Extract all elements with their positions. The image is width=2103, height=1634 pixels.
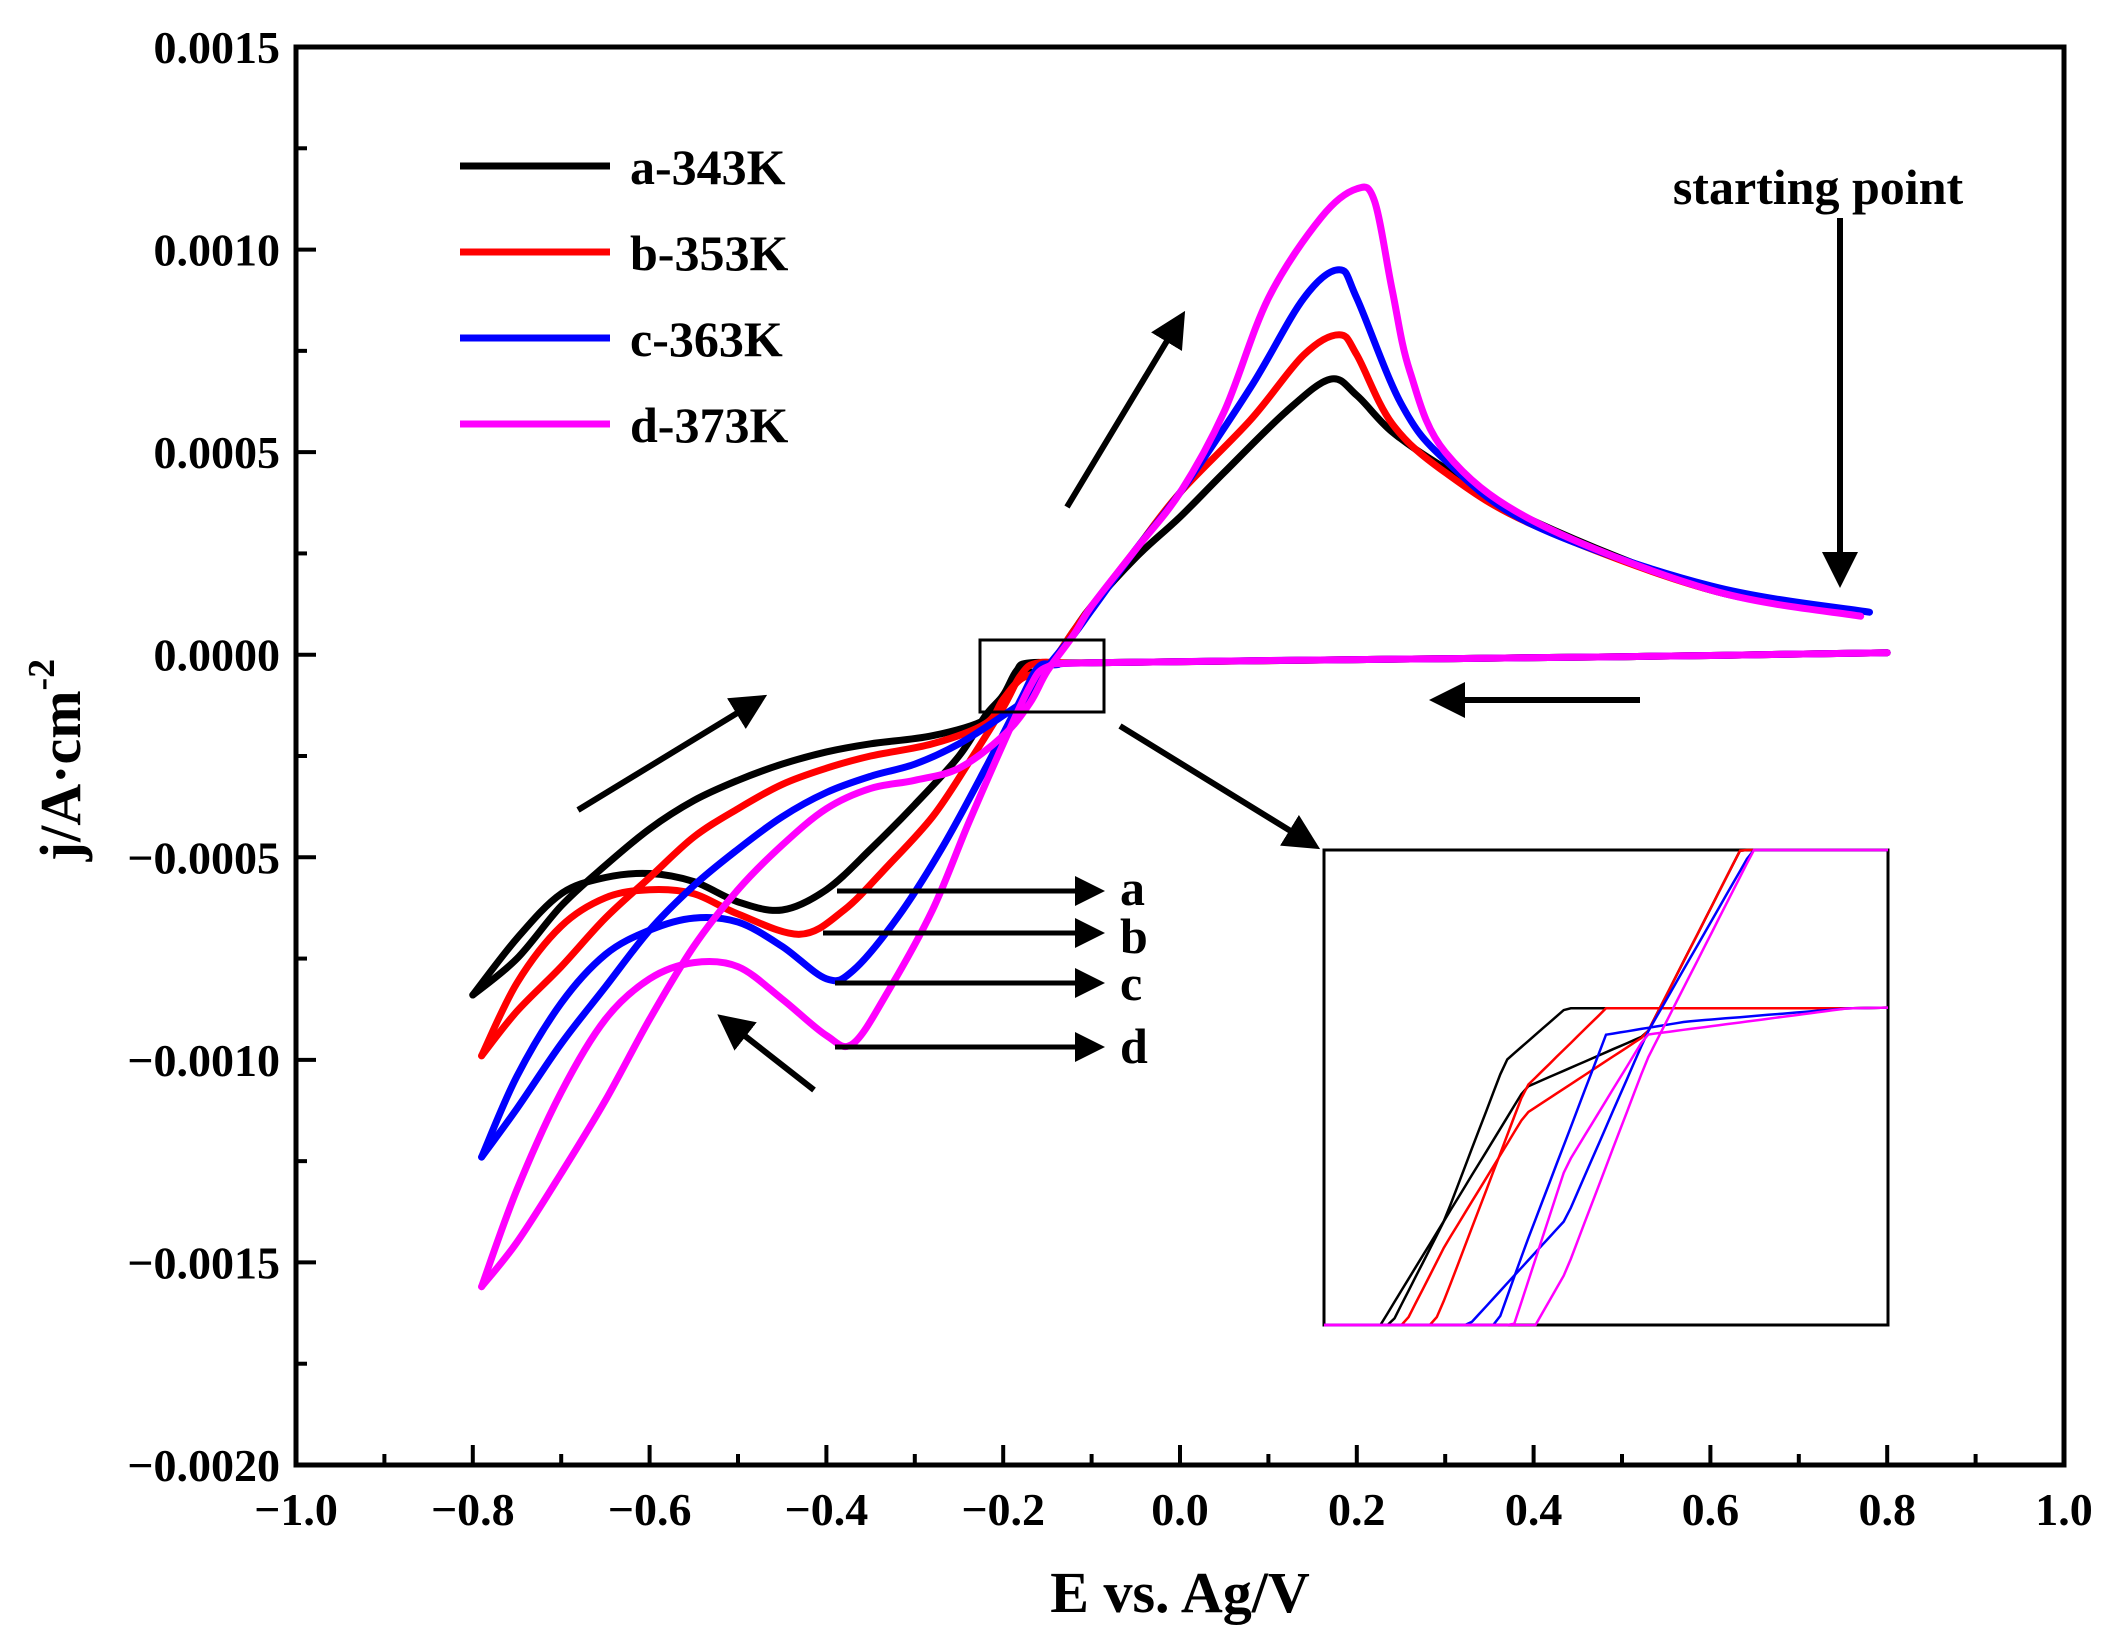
x-tick-label: −0.2 [961, 1484, 1045, 1535]
axis-tick-labels: −1.0 −0.8 −0.6 −0.4 −0.2 0.0 0.2 0.4 0.6 0.8 1.0 0.… [127, 22, 2092, 1535]
peak-label-a: a [1120, 860, 1145, 916]
inset-frame [1322, 848, 1890, 1327]
legend: a-343K b-353K c-363K d-373K [460, 139, 788, 453]
arrow-to-inset [1118, 723, 1321, 850]
x-axis-title: E vs. Ag/V [1050, 1560, 1310, 1625]
x-tick-label: −0.6 [608, 1484, 692, 1535]
y-axis-title-text: j/A·cm [28, 690, 93, 862]
x-tick-label: 0.0 [1151, 1484, 1209, 1535]
x-tick-label: −1.0 [254, 1484, 338, 1535]
legend-label: b-353K [630, 225, 788, 281]
starting-point-label: starting point [1673, 159, 1964, 215]
zoom-source-box [978, 638, 1106, 714]
peak-label-d: d [1120, 1018, 1148, 1074]
inset-curves [1324, 848, 1889, 1327]
x-tick-label: 0.4 [1505, 1484, 1563, 1535]
peak-label-b: b [1120, 908, 1148, 964]
y-tick-label: −0.0020 [127, 1440, 280, 1491]
peak-label-c: c [1120, 955, 1142, 1011]
y-tick-label: 0.0015 [154, 22, 281, 73]
arrow-up-left [717, 1014, 816, 1093]
arrow-up-right-lower [576, 694, 768, 813]
inset-zoom-panel [1322, 848, 1890, 1327]
y-axis-title: j/A·cm-2 [21, 659, 93, 862]
legend-label: d-373K [630, 397, 788, 453]
legend-label: a-343K [630, 139, 786, 195]
series-d-reverse-scan [478, 649, 1891, 1291]
data-curves [469, 183, 1891, 1291]
legend-label: c-363K [630, 311, 783, 367]
y-tick-label: −0.0015 [127, 1237, 280, 1288]
y-tick-label: −0.0005 [127, 832, 280, 883]
x-tick-label: 0.8 [1858, 1484, 1916, 1535]
y-tick-label: 0.0010 [154, 225, 281, 276]
arrow-up-right-upper [1064, 310, 1186, 509]
peak-label-arrows [823, 876, 1105, 1062]
y-axis-title-superscript: -2 [21, 659, 63, 691]
y-tick-label: −0.0010 [127, 1035, 280, 1086]
axis-ticks [294, 45, 2066, 1467]
scan-direction-arrows [576, 218, 1858, 1093]
x-tick-label: 0.2 [1328, 1484, 1386, 1535]
x-tick-label: −0.8 [431, 1484, 515, 1535]
y-tick-label: 0.0005 [154, 427, 281, 478]
y-tick-label: 0.0000 [154, 630, 281, 681]
svg-text:j/A·cm-2: j/A·cm-2 [21, 659, 93, 862]
x-tick-label: −0.4 [785, 1484, 869, 1535]
x-tick-label: 0.6 [1682, 1484, 1740, 1535]
x-tick-label: 1.0 [2035, 1484, 2093, 1535]
inset-series-d-reverse [1324, 1006, 1889, 1327]
